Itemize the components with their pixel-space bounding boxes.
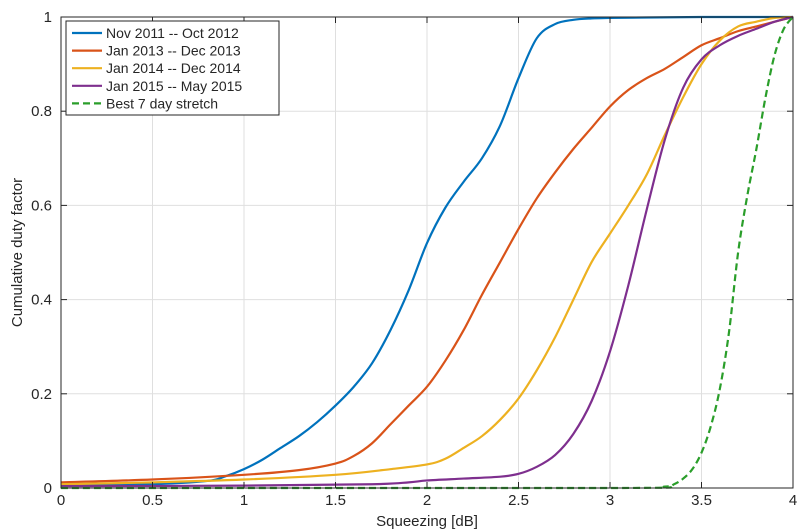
x-tick-label: 3.5 — [691, 492, 712, 509]
series-line-1 — [60, 15, 793, 487]
x-tick-label: 3 — [606, 492, 614, 509]
y-tick-label: 0.6 — [31, 197, 52, 214]
series-line-2 — [60, 15, 794, 484]
y-tick-label: 0.4 — [31, 292, 52, 309]
x-axis-label: Squeezing [dB] — [376, 513, 478, 530]
legend-label: Jan 2013 -- Dec 2013 — [106, 43, 241, 59]
y-tick-label: 0.8 — [31, 103, 52, 120]
legend-label: Best 7 day stretch — [106, 95, 218, 111]
x-tick-label: 1.5 — [325, 492, 346, 509]
series-lines — [60, 15, 794, 490]
legend: Nov 2011 -- Oct 2012 Jan 2013 -- Dec 2013… — [65, 20, 280, 116]
series-line-3 — [60, 15, 794, 486]
y-tick-label: 0.2 — [31, 386, 52, 403]
y-axis-label: Cumulative duty factor — [9, 178, 26, 327]
x-tick-label: 2 — [423, 492, 431, 509]
y-tick-label: 0 — [44, 480, 52, 497]
grid-lines — [60, 16, 794, 489]
x-tick-label: 4 — [789, 492, 797, 509]
x-tick-label: 0 — [57, 492, 65, 509]
legend-label: Jan 2014 -- Dec 2014 — [106, 60, 241, 76]
y-tick-label: 1 — [44, 9, 52, 26]
x-tick-label: 2.5 — [508, 492, 529, 509]
series-line-4 — [60, 15, 794, 488]
legend-label: Nov 2011 -- Oct 2012 — [106, 25, 239, 41]
x-tick-label: 1 — [240, 492, 248, 509]
x-tick-label: 0.5 — [142, 492, 163, 509]
axis-ticks: 0 0.5 1 1.5 2 2.5 3 3.5 4 0 0.2 0.4 0.6 0.8 1 — [31, 9, 797, 509]
legend-label: Jan 2015 -- May 2015 — [106, 78, 242, 94]
